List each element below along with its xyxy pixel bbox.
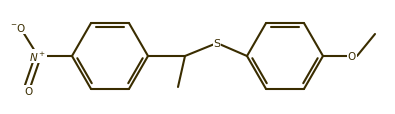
Text: $^{-}$O: $^{-}$O	[10, 22, 26, 34]
Text: O: O	[348, 52, 356, 61]
Text: O: O	[24, 86, 32, 96]
Text: S: S	[213, 39, 220, 49]
Text: $N^+$: $N^+$	[29, 50, 47, 63]
